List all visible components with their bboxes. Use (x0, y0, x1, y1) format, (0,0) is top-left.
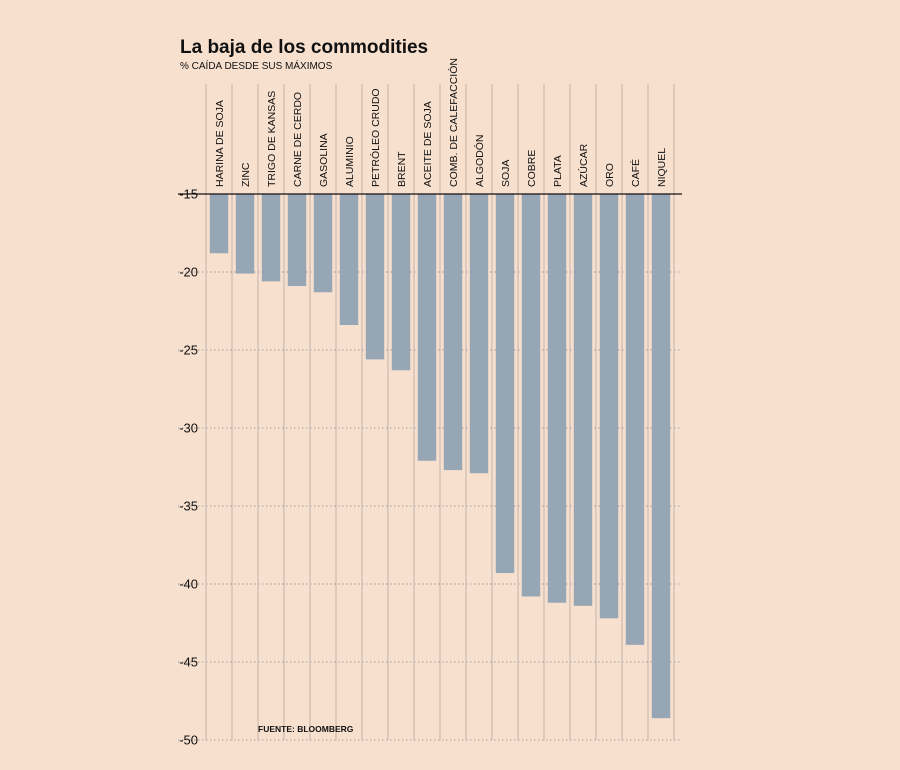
bar-12 (495, 194, 515, 574)
source-note: FUENTE: BLOOMBERG (258, 724, 354, 734)
bar-8 (391, 194, 411, 371)
category-label: TRIGO DE KANSAS (266, 91, 278, 187)
category-label: HARINA DE SOJA (214, 100, 226, 187)
category-label: AZÚCAR (577, 143, 590, 187)
bar-4 (287, 194, 307, 287)
category-label: ALUMINIO (344, 136, 356, 187)
bar-10 (443, 194, 463, 471)
y-tick-label: -25 (179, 343, 198, 358)
bar-2 (235, 194, 255, 274)
bar-16 (599, 194, 619, 619)
y-tick-label: -35 (179, 499, 198, 514)
category-label: CAFÉ (629, 159, 642, 187)
category-label: SOJA (500, 160, 512, 187)
category-label: GASOLINA (318, 133, 330, 187)
bars (209, 194, 671, 719)
category-label: ORO (604, 163, 616, 187)
bar-15 (573, 194, 593, 606)
y-tick-label: -20 (179, 265, 198, 280)
category-label: NIQUEL (656, 148, 668, 187)
bar-14 (547, 194, 567, 603)
column-separators (205, 84, 675, 740)
category-label: PLATA (552, 155, 564, 187)
category-label: ZINC (240, 162, 252, 187)
bar-9 (417, 194, 437, 461)
bar-6 (339, 194, 359, 326)
category-label: COBRE (526, 150, 538, 187)
y-tick-label: -40 (179, 577, 198, 592)
category-label: ACEITE DE SOJA (422, 101, 434, 187)
bar-13 (521, 194, 541, 597)
bar-3 (261, 194, 281, 282)
y-tick-label: -50 (179, 733, 198, 748)
y-tick-label: -45 (179, 655, 198, 670)
category-labels: HARINA DE SOJA ZINC TRIGO DE KANSAS CARNE D… (214, 58, 668, 187)
bar-18 (651, 194, 671, 719)
category-label: CARNE DE CERDO (292, 92, 304, 187)
chart-title: La baja de los commodities (180, 37, 428, 58)
category-label: ALGODÓN (473, 134, 486, 187)
bar-7 (365, 194, 385, 360)
y-axis-ticks: -15-20-25-30-35-40-45-50 (179, 187, 198, 748)
bar-11 (469, 194, 489, 474)
bar-1 (209, 194, 229, 254)
bar-5 (313, 194, 333, 293)
category-label: PETRÓLEO CRUDO (369, 88, 382, 187)
category-label: BRENT (396, 151, 408, 187)
category-label: COMB. DE CALEFACCIÓN (447, 58, 460, 187)
chart-subtitle: % CAÍDA DESDE SUS MÁXIMOS (180, 59, 333, 72)
bar-17 (625, 194, 645, 645)
y-tick-label: -30 (179, 421, 198, 436)
